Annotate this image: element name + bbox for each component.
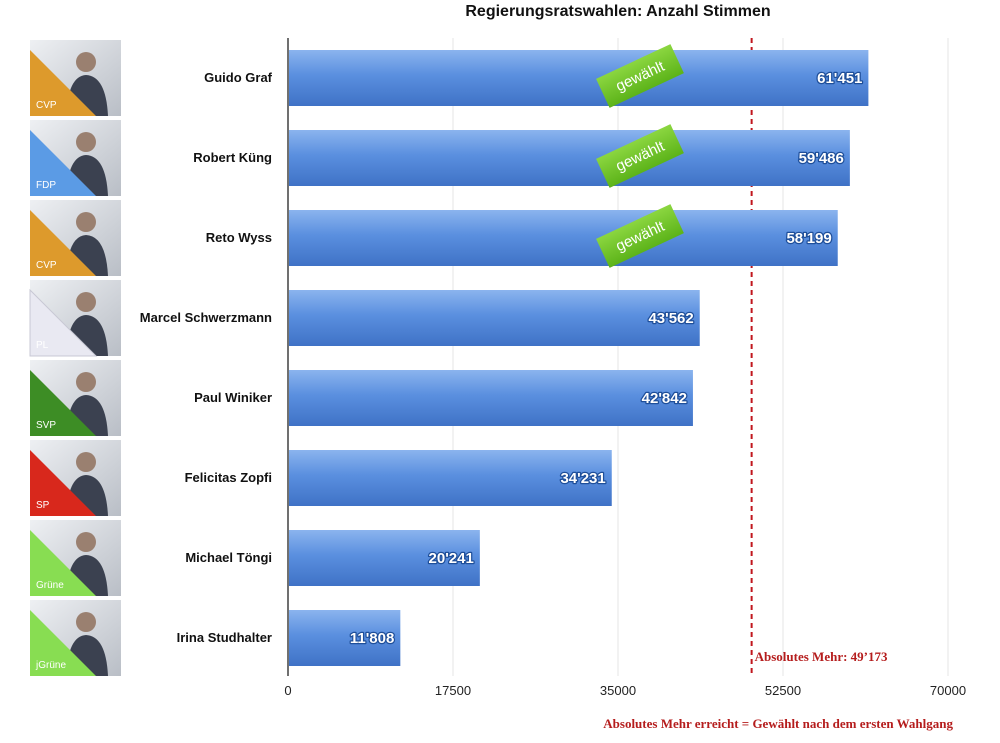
bar-value-label: 20'241 [429, 550, 474, 567]
candidate-photo: Grüne [30, 520, 121, 596]
elected-badge-bg [596, 44, 684, 108]
bar-value-label: 11'808 [350, 630, 394, 647]
bar-value-label: 42'842 [642, 390, 687, 407]
person-head-icon [76, 292, 96, 312]
party-label: FDP [36, 180, 56, 191]
x-tick-label: 70000 [930, 683, 966, 698]
x-tick-label: 0 [284, 683, 291, 698]
bar [289, 610, 401, 666]
party-label: PL [36, 340, 49, 351]
party-triangle [30, 450, 96, 516]
person-head-icon [76, 52, 96, 72]
elected-badge: gewählt [596, 124, 684, 188]
party-label: Grüne [36, 580, 64, 591]
party-triangle [29, 288, 98, 357]
person-head-icon [76, 612, 96, 632]
person-head-icon [76, 212, 96, 232]
candidate-photo: SP [30, 440, 121, 516]
candidate-name: Michael Töngi [185, 550, 272, 565]
candidate-name: Irina Studhalter [177, 630, 272, 645]
candidate-photo: SVP [30, 360, 121, 436]
person-head-icon [76, 452, 96, 472]
bar-value-label: 61'451 [817, 70, 862, 87]
candidate-name: Felicitas Zopfi [185, 470, 272, 485]
bar-value-label: 34'231 [560, 470, 605, 487]
party-triangle [30, 50, 96, 116]
party-triangle [30, 210, 96, 276]
footnote: Absolutes Mehr erreicht = Gewählt nach d… [603, 716, 953, 731]
party-label: CVP [36, 260, 57, 271]
party-label: CVP [36, 100, 57, 111]
chart-title: Regierungsratswahlen: Anzahl Stimmen [465, 3, 771, 20]
bar [289, 210, 838, 266]
person-head-icon [76, 532, 96, 552]
party-label: SVP [36, 420, 56, 431]
elected-badge-bg [596, 204, 684, 268]
candidate-photo: CVP [30, 40, 121, 116]
bar-value-label: 58'199 [786, 230, 831, 247]
party-label: jGrüne [35, 660, 66, 671]
x-tick-label: 52500 [765, 683, 801, 698]
party-triangle [30, 530, 96, 596]
elected-badge-bg [596, 124, 684, 188]
candidate-photo: PL [29, 280, 121, 357]
candidate-name: Paul Winiker [194, 390, 272, 405]
bar [289, 450, 612, 506]
bar [289, 130, 850, 186]
absolute-majority-label: Absolutes Mehr: 49’173 [755, 649, 888, 664]
candidate-name: Guido Graf [204, 70, 273, 85]
bar-value-label: 59'486 [799, 150, 844, 167]
party-triangle [30, 610, 96, 676]
bar [289, 290, 700, 346]
bar [289, 370, 693, 426]
candidate-name: Robert Küng [193, 150, 272, 165]
party-triangle [30, 130, 96, 196]
candidate-name: Marcel Schwerzmann [140, 310, 272, 325]
bar [289, 530, 480, 586]
x-tick-label: 35000 [600, 683, 636, 698]
bar-value-label: 43'562 [648, 310, 693, 327]
party-triangle [30, 370, 96, 436]
candidate-name: Reto Wyss [206, 230, 272, 245]
party-label: SP [36, 500, 50, 511]
person-head-icon [76, 132, 96, 152]
person-head-icon [76, 372, 96, 392]
candidate-photo: jGrüne [30, 600, 121, 676]
bar [289, 50, 869, 106]
candidate-photo: CVP [30, 200, 121, 276]
x-tick-label: 17500 [435, 683, 471, 698]
candidate-photo: FDP [30, 120, 121, 196]
